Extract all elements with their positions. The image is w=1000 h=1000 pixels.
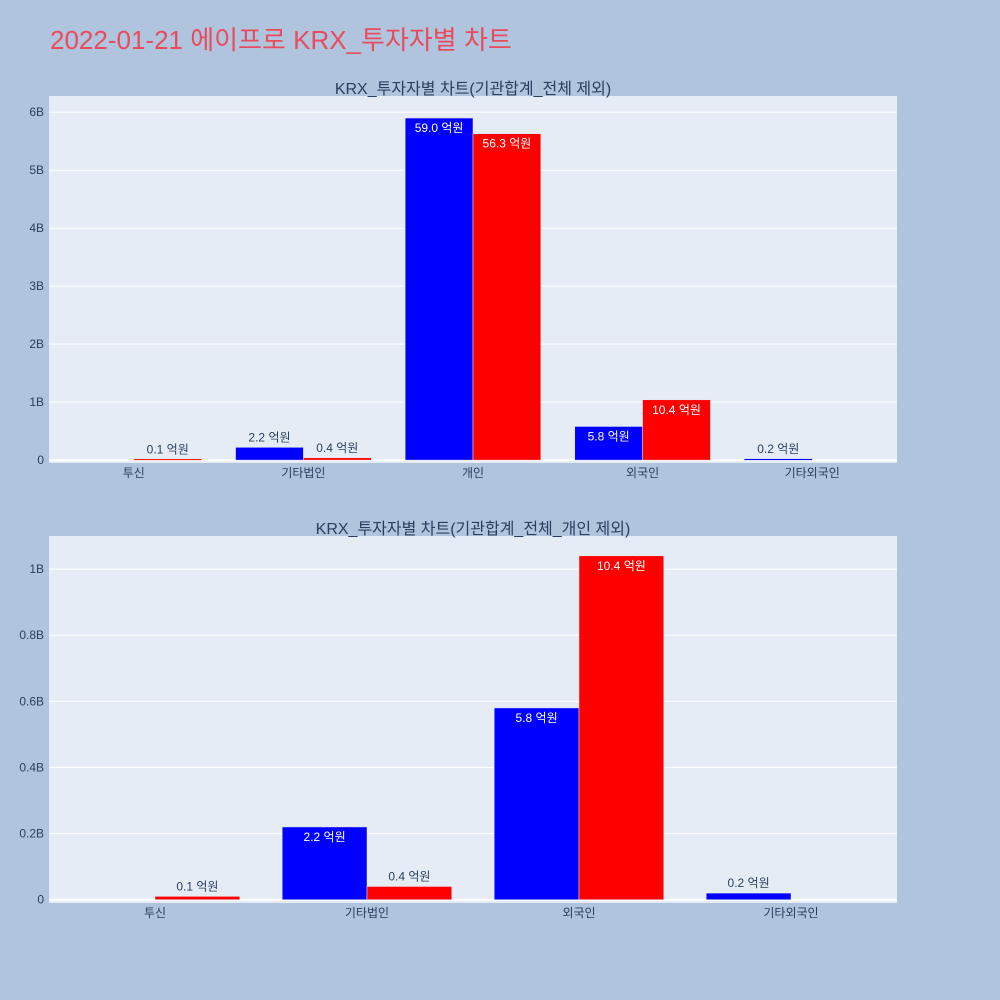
y-tick-label: 0.4B	[19, 760, 44, 774]
bar-value-label: 0.2 억원	[728, 876, 770, 890]
bar-series-2	[642, 399, 711, 461]
bar-value-label: 0.2 억원	[757, 442, 799, 456]
x-tick-label: 기타외국인	[763, 906, 818, 920]
bar-value-label: 10.4 억원	[597, 559, 646, 573]
bar-series-2	[303, 457, 372, 461]
x-tick-label: 기타법인	[281, 466, 325, 480]
x-tick-label: 외국인	[562, 906, 595, 920]
bar-series-1	[404, 117, 474, 461]
bar-value-label: 2.2 억원	[248, 430, 290, 444]
x-axis: 투신 기타법인 외국인 기타외국인	[144, 906, 819, 920]
y-tick-label: 0.6B	[19, 694, 44, 708]
x-tick-label: 개인	[462, 466, 484, 480]
bar-series-1	[281, 826, 368, 900]
bar-value-label: 0.4 억원	[388, 869, 430, 883]
y-tick-label: 0	[37, 893, 44, 907]
figure-title: 2022-01-21 에이프로 KRX_투자자별 차트	[50, 25, 512, 55]
bar-value-label: 56.3 억원	[483, 137, 532, 151]
x-tick-label: 기타법인	[345, 906, 389, 920]
bar-value-label: 0.1 억원	[176, 879, 218, 893]
bars	[154, 555, 792, 900]
x-tick-label: 투신	[123, 466, 145, 480]
bar-value-label: 59.0 억원	[415, 121, 464, 135]
bar-series-1	[574, 426, 643, 461]
bar-value-labels: 2.2 억원 59.0 억원 5.8 억원 0.2 억원 0.1 억원 0.4 억원 56.…	[147, 121, 800, 456]
x-tick-label: 기타외국인	[785, 466, 840, 480]
y-tick-label: 1B	[29, 562, 44, 576]
bar-value-label: 2.2 억원	[304, 830, 346, 844]
bar-series-1	[744, 458, 813, 461]
bar-value-label: 0.4 억원	[316, 441, 358, 455]
y-axis: 0 0.2B 0.4B 0.6B 0.8B 1B	[19, 562, 44, 907]
bar-series-1	[705, 892, 792, 900]
chart-excluding-institutions-total: 2.2 억원 59.0 억원 5.8 억원 0.2 억원 0.1 억원 0.4 억원 56.…	[29, 80, 897, 480]
y-tick-label: 1B	[29, 395, 44, 409]
chart-title: KRX_투자자별 차트(기관합계_전체_개인 제외)	[316, 520, 631, 538]
y-tick-label: 6B	[29, 105, 44, 119]
bar-series-1	[235, 447, 304, 461]
y-tick-label: 0	[37, 453, 44, 467]
bar-value-label: 5.8 억원	[516, 711, 558, 725]
plot-area	[49, 536, 897, 903]
y-tick-label: 0.8B	[19, 628, 44, 642]
chart-title: KRX_투자자별 차트(기관합계_전체 제외)	[335, 80, 611, 98]
y-axis: 0 1B 2B 3B 4B 5B 6B	[29, 105, 44, 467]
y-tick-label: 0.2B	[19, 827, 44, 841]
bar-value-labels: 2.2 억원 5.8 억원 0.2 억원 0.1 억원 0.4 억원 10.4 억원	[176, 559, 769, 894]
bar-series-2	[366, 886, 453, 900]
y-tick-label: 3B	[29, 279, 44, 293]
x-axis: 투신 기타법인 개인 외국인 기타외국인	[123, 466, 840, 480]
bar-value-label: 10.4 억원	[652, 403, 701, 417]
x-tick-label: 투신	[144, 906, 166, 920]
bars	[133, 117, 813, 461]
y-tick-label: 5B	[29, 163, 44, 177]
bar-series-2	[472, 133, 542, 461]
bar-series-2	[133, 459, 202, 461]
bar-series-1	[493, 707, 580, 900]
bar-value-label: 5.8 억원	[588, 429, 630, 443]
x-tick-label: 외국인	[626, 466, 659, 480]
bar-series-2	[578, 555, 665, 900]
y-tick-label: 4B	[29, 221, 44, 235]
y-tick-label: 2B	[29, 337, 44, 351]
bar-series-2	[154, 896, 241, 900]
bar-value-label: 0.1 억원	[147, 443, 189, 457]
